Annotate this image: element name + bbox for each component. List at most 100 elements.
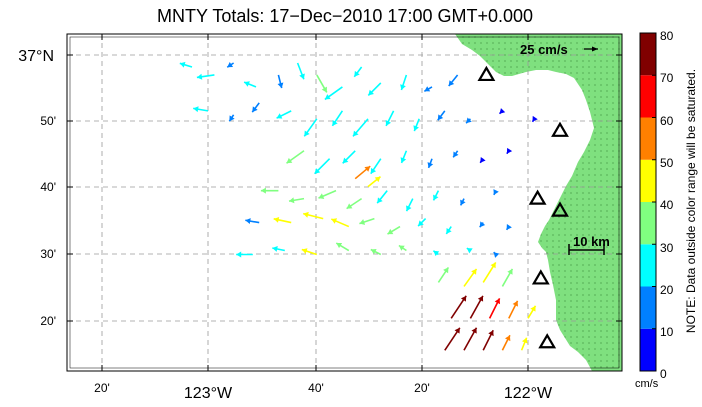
current-vector (459, 198, 466, 206)
x-tick-label: 40' (308, 381, 324, 395)
current-vector (179, 61, 193, 68)
current-vector (482, 262, 497, 283)
scale-bar: 10 km (568, 234, 610, 255)
current-vector (353, 66, 363, 78)
current-vector (335, 242, 350, 252)
current-vector (387, 225, 401, 235)
current-vector (432, 190, 440, 201)
current-vector (479, 221, 486, 228)
current-vector (405, 198, 414, 212)
colorbar-band (640, 202, 656, 245)
current-vector (466, 247, 473, 254)
y-tick-label: 30' (40, 247, 56, 261)
colorbar-tick: 70 (660, 71, 674, 85)
colorbar-tick: 30 (660, 241, 674, 255)
current-vector (367, 176, 381, 188)
current-vector (493, 251, 500, 258)
current-vector (437, 110, 446, 121)
current-vector (251, 102, 260, 113)
reference-vector-label: 25 cm/s (520, 42, 568, 57)
colorbar-tick: 80 (660, 29, 674, 43)
current-vector (354, 165, 371, 180)
colorbar-band (640, 286, 656, 329)
current-vector (370, 158, 382, 175)
current-vector (303, 211, 324, 220)
current-vector (273, 216, 292, 224)
plot-area: 25 cm/s 10 km (67, 34, 622, 371)
current-vector (400, 74, 408, 91)
radar-sites (477, 65, 569, 349)
radar-site-marker (531, 269, 550, 285)
current-vector (385, 110, 395, 127)
current-vector (193, 106, 209, 113)
current-vector (505, 224, 512, 231)
colorbar-tick: 40 (660, 198, 674, 212)
current-vector (260, 187, 279, 194)
current-vector (342, 150, 356, 164)
current-vector (400, 150, 408, 164)
colorbar-tick: 10 (660, 325, 674, 339)
current-vector (314, 158, 331, 175)
current-vector (370, 248, 382, 256)
colorbar-unit: cm/s (635, 378, 659, 390)
colorbar-tick: 60 (660, 114, 674, 128)
current-vector (245, 218, 260, 225)
current-vector (508, 300, 519, 319)
colorbar-band (640, 117, 656, 160)
current-vector (501, 334, 511, 351)
current-vector (450, 295, 467, 319)
current-vector (196, 73, 215, 80)
current-vector (324, 86, 343, 101)
colorbar: 0 10 20 30 40 50 60 70 80 cm/s NOTE: Dat… (635, 29, 698, 390)
radar-site-marker (477, 65, 496, 82)
x-tick-label: 20' (94, 381, 110, 395)
current-vector (527, 305, 537, 319)
current-vector (444, 327, 461, 351)
current-vector (479, 156, 486, 164)
current-vector (501, 268, 514, 287)
current-vector (243, 81, 257, 88)
y-tick-label: 37°N (18, 48, 54, 65)
current-vector (288, 197, 305, 204)
current-vector (463, 268, 478, 287)
current-vector (427, 158, 434, 169)
current-vector (465, 117, 472, 124)
radar-site-marker (538, 333, 557, 349)
scale-bar-label: 10 km (573, 234, 610, 249)
current-vector (276, 110, 292, 119)
current-vector (331, 110, 344, 127)
current-vector (228, 114, 235, 122)
land-mass (455, 34, 622, 371)
plot-frame (66, 33, 623, 372)
current-vector (448, 74, 459, 87)
radar-site-marker (551, 121, 569, 137)
colorbar-tick: 20 (660, 283, 674, 297)
current-vector (493, 189, 499, 196)
y-axis-labels: 37°N 50' 40' 30' 20' (18, 48, 56, 328)
x-tick-label: 122°W (504, 385, 553, 402)
y-tick-label: 40' (40, 180, 56, 194)
current-vectors (179, 61, 538, 351)
colorbar-tick: 50 (660, 156, 674, 170)
current-vector (236, 251, 253, 258)
current-vector (417, 218, 427, 227)
current-vector (506, 147, 513, 155)
current-vector (226, 61, 235, 68)
current-vector (437, 266, 450, 283)
radar-site-marker (551, 201, 569, 217)
current-vector (452, 150, 459, 158)
current-vector (316, 74, 328, 93)
current-vector (498, 108, 506, 115)
radar-site-marker (528, 189, 547, 205)
colorbar-band (640, 328, 656, 371)
current-vector (398, 244, 407, 252)
current-vector (463, 327, 478, 351)
x-tick-label: 123°W (184, 385, 233, 402)
current-vector (469, 295, 484, 319)
current-vector (352, 118, 369, 137)
colorbar-band (640, 75, 656, 118)
y-tick-label: 50' (40, 114, 56, 128)
current-vector (423, 86, 433, 92)
current-vector (330, 218, 350, 228)
